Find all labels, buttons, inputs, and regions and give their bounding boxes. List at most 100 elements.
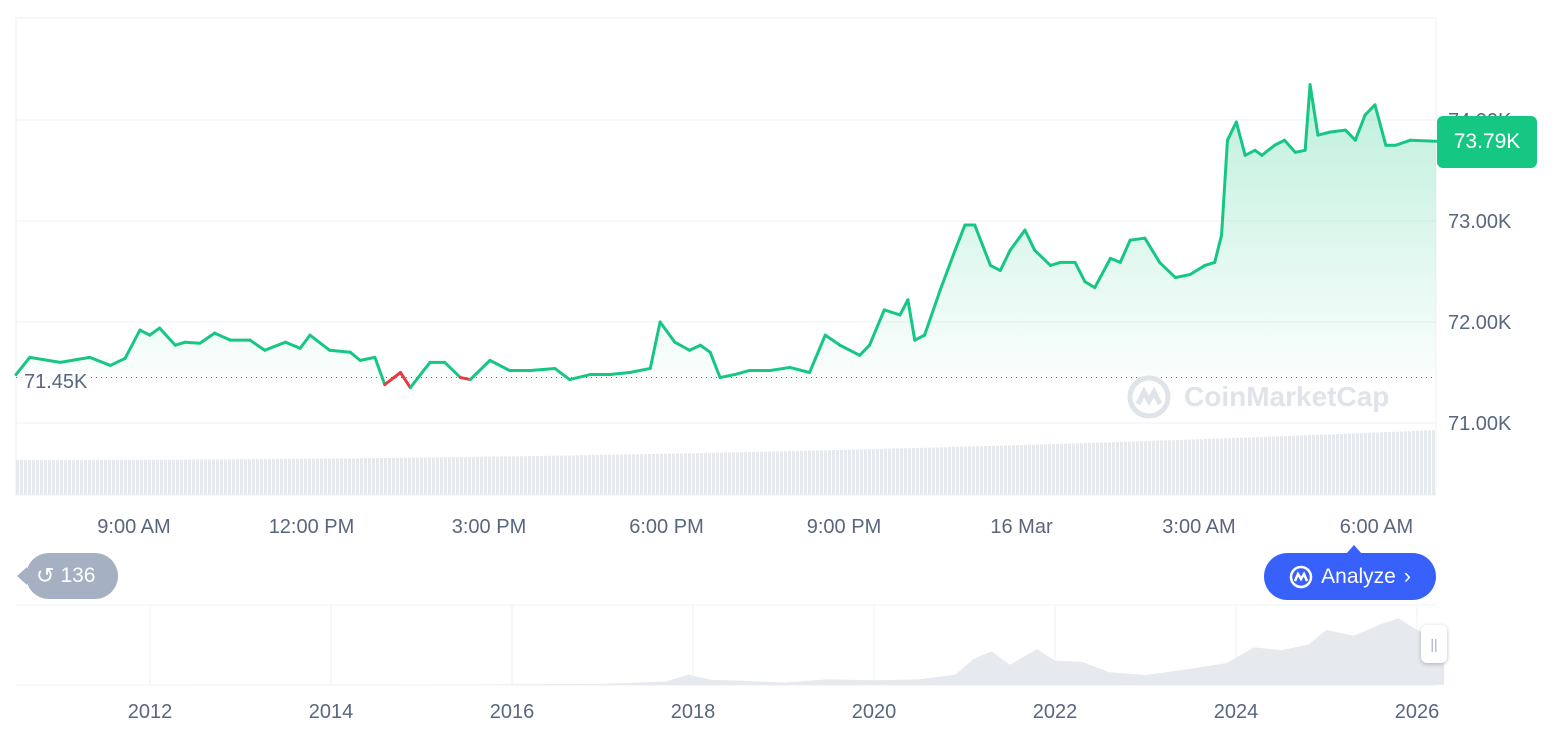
price-line-segment [1108, 256, 1122, 264]
volume-bar [1248, 437, 1251, 495]
volume-bar [92, 459, 95, 495]
volume-bar [64, 459, 67, 495]
volume-bar [1336, 434, 1339, 495]
volume-bar [920, 447, 923, 495]
volume-bar [616, 454, 619, 495]
volume-bar [576, 455, 579, 495]
price-line-segment [1008, 228, 1027, 252]
volume-bar [476, 456, 479, 495]
volume-bar [1304, 435, 1307, 495]
price-line-segment [688, 343, 702, 352]
volume-bar [660, 453, 663, 495]
volume-bar [1084, 443, 1087, 495]
volume-bar [404, 457, 407, 495]
volume-bar [208, 459, 211, 495]
price-line-segment [898, 298, 910, 317]
history-badge[interactable]: ↺ 136 [17, 553, 118, 599]
overview-x-tick-label: 2020 [852, 701, 897, 723]
x-tick-label: 9:00 AM [97, 516, 170, 538]
volume-bar [416, 457, 419, 495]
volume-bar [832, 450, 835, 495]
volume-bar [1104, 442, 1107, 495]
price-line-segment [1143, 236, 1162, 264]
volume-bar [1160, 440, 1163, 495]
volume-bar [992, 445, 995, 495]
volume-bar [604, 454, 607, 495]
volume-bar [380, 458, 383, 495]
volume-bar [1356, 433, 1359, 495]
analyze-button[interactable]: Analyze › [1264, 545, 1436, 600]
price-line-segment [788, 365, 812, 374]
volume-bar [316, 458, 319, 495]
volume-bar [1372, 432, 1375, 495]
price-line-segment [733, 368, 752, 377]
volume-bar [1408, 431, 1411, 495]
volume-bar [308, 458, 311, 495]
coinmarketcap-icon [1289, 565, 1313, 588]
volume-bar [956, 446, 959, 495]
volume-bar [1412, 431, 1415, 495]
volume-bar [344, 458, 347, 495]
volume-bar [216, 459, 219, 495]
volume-bar [1204, 439, 1207, 495]
volume-bar [284, 458, 287, 495]
volume-bar [940, 447, 943, 495]
volume-bar [1268, 436, 1271, 495]
volume-bar [1208, 438, 1211, 495]
volume-bar [708, 452, 711, 495]
volume-bar [612, 454, 615, 495]
volume-bar [736, 452, 739, 495]
price-line-segment [923, 288, 942, 337]
volume-bar [872, 449, 875, 495]
volume-bar [1188, 439, 1191, 495]
volume-bar [1236, 437, 1239, 495]
volume-bar [836, 449, 839, 495]
volume-bar [548, 455, 551, 495]
price-line-segment [858, 343, 872, 357]
volume-bar [84, 459, 87, 495]
volume-bar [1072, 443, 1075, 495]
volume-bar [760, 451, 763, 495]
volume-bar [968, 446, 971, 495]
volume-bar [1216, 438, 1219, 495]
price-line-segment [1394, 138, 1412, 147]
volume-bar [1076, 443, 1079, 495]
volume-bar [728, 452, 731, 495]
price-line-segment [973, 223, 992, 267]
price-line-segment [913, 333, 927, 342]
price-line-segment [183, 340, 202, 345]
overview-x-tick-label: 2022 [1033, 701, 1078, 723]
volume-bar [712, 452, 715, 495]
volume-bar [180, 459, 183, 495]
volume-bar [1012, 445, 1015, 495]
volume-bar [1196, 439, 1199, 495]
range-drag-handle[interactable]: || [1421, 625, 1447, 663]
price-line-segment [988, 263, 1002, 272]
x-tick-label: 3:00 AM [1162, 516, 1235, 538]
volume-bar [324, 458, 327, 495]
volume-bar [1096, 442, 1099, 495]
volume-bar [512, 456, 515, 495]
volume-bar [292, 458, 295, 495]
volume-bar [644, 454, 647, 495]
volume-bar [184, 459, 187, 495]
volume-bar [1088, 442, 1091, 495]
volume-bar [368, 458, 371, 495]
volume-bar [252, 459, 255, 495]
volume-bar [228, 459, 231, 495]
y-tick-label: 72.00K [1448, 312, 1512, 334]
volume-bar [1392, 431, 1395, 495]
volume-bar [1312, 435, 1315, 495]
volume-bar [268, 459, 271, 495]
price-line-segment [553, 366, 572, 382]
volume-bar [780, 451, 783, 495]
x-tick-label: 6:00 AM [1340, 516, 1413, 538]
volume-bar [1068, 443, 1071, 495]
price-line-segment [488, 358, 512, 372]
price-line-segment [1363, 103, 1377, 117]
volume-bar [1424, 430, 1427, 495]
volume-bar [600, 454, 603, 495]
volume-bar [1348, 433, 1351, 495]
volume-bar [720, 452, 723, 495]
